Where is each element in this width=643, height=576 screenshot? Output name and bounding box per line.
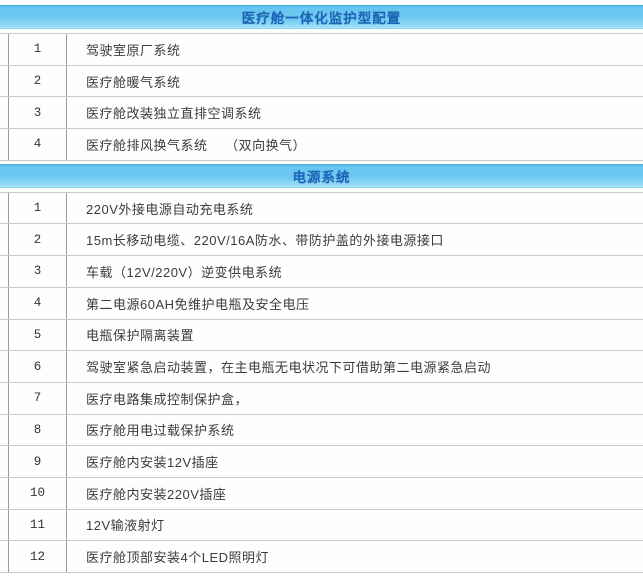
spec-section: 医疗舱一体化监护型配置 1 驾驶室原厂系统 2 医疗舱暖气系统 3 医疗舱改装独… bbox=[0, 5, 643, 161]
row-description: 电瓶保护隔离装置 bbox=[86, 328, 195, 344]
table-row: 4 第二电源60AH免维护电瓶及安全电压 bbox=[0, 287, 643, 320]
row-description: 15m长移动电缆、220V/16A防水、带防护盖的外接电源接口 bbox=[86, 233, 444, 249]
table-row: 6 驾驶室紧急启动装置，在主电瓶无电状况下可借助第二电源紧急启动 bbox=[0, 351, 643, 383]
table-row: 9 医疗舱内安装12V插座 bbox=[0, 446, 643, 478]
row-number: 2 bbox=[8, 65, 67, 97]
row-description: 医疗舱内安装12V插座 bbox=[86, 455, 219, 471]
row-description: 医疗舱排风换气系统 （双向换气） bbox=[86, 137, 307, 153]
row-number: 5 bbox=[8, 319, 67, 351]
row-number: 11 bbox=[8, 509, 67, 541]
row-number: 2 bbox=[8, 224, 67, 256]
row-number: 4 bbox=[8, 287, 67, 319]
row-description: 医疗电路集成控制保护盒， bbox=[86, 391, 249, 407]
row-number: 12 bbox=[8, 541, 67, 572]
table-row: 11 12V输液射灯 bbox=[0, 509, 643, 542]
table-row: 10 医疗舱内安装220V插座 bbox=[0, 477, 643, 510]
table-row: 5 电瓶保护隔离装置 bbox=[0, 319, 643, 352]
section-rows: 1 220V外接电源自动充电系统 2 15m长移动电缆、220V/16A防水、带… bbox=[0, 191, 643, 573]
row-description: 220V外接电源自动充电系统 bbox=[86, 201, 254, 217]
row-description: 医疗舱顶部安装4个LED照明灯 bbox=[86, 550, 270, 566]
row-description: 第二电源60AH免维护电瓶及安全电压 bbox=[86, 296, 310, 312]
row-description: 医疗舱暖气系统 bbox=[86, 74, 181, 90]
section-title: 医疗舱一体化监护型配置 bbox=[241, 11, 402, 26]
row-number: 1 bbox=[8, 34, 67, 65]
section-header: 医疗舱一体化监护型配置 bbox=[0, 5, 643, 29]
spec-section: 电源系统 1 220V外接电源自动充电系统 2 15m长移动电缆、220V/16… bbox=[0, 163, 643, 573]
row-number: 7 bbox=[8, 382, 67, 414]
table-row: 1 220V外接电源自动充电系统 bbox=[0, 192, 643, 225]
table-row: 2 15m长移动电缆、220V/16A防水、带防护盖的外接电源接口 bbox=[0, 224, 643, 257]
row-number: 10 bbox=[8, 477, 67, 509]
row-description: 医疗舱用电过载保护系统 bbox=[86, 423, 235, 439]
row-number: 1 bbox=[8, 192, 67, 224]
row-description: 医疗舱内安装220V插座 bbox=[86, 486, 227, 502]
row-description: 医疗舱改装独立直排空调系统 bbox=[86, 106, 262, 122]
table-row: 2 医疗舱暖气系统 bbox=[0, 65, 643, 98]
row-description: 驾驶室原厂系统 bbox=[86, 42, 181, 58]
table-row: 3 车载（12V/220V）逆变供电系统 bbox=[0, 256, 643, 288]
table-row: 4 医疗舱排风换气系统 （双向换气） bbox=[0, 129, 643, 161]
table-row: 8 医疗舱用电过载保护系统 bbox=[0, 414, 643, 447]
row-description: 驾驶室紧急启动装置，在主电瓶无电状况下可借助第二电源紧急启动 bbox=[86, 360, 492, 376]
table-row: 7 医疗电路集成控制保护盒， bbox=[0, 382, 643, 415]
row-number: 4 bbox=[8, 129, 67, 160]
table-row: 3 医疗舱改装独立直排空调系统 bbox=[0, 97, 643, 130]
row-description: 车载（12V/220V）逆变供电系统 bbox=[86, 264, 283, 280]
row-number: 9 bbox=[8, 446, 67, 477]
section-header: 电源系统 bbox=[0, 163, 643, 188]
row-number: 6 bbox=[8, 351, 67, 382]
table-row: 12 医疗舱顶部安装4个LED照明灯 bbox=[0, 541, 643, 573]
row-description: 12V输液射灯 bbox=[86, 518, 165, 534]
table-row: 1 驾驶室原厂系统 bbox=[0, 34, 643, 66]
section-rows: 1 驾驶室原厂系统 2 医疗舱暖气系统 3 医疗舱改装独立直排空调系统 4 医疗… bbox=[0, 33, 643, 161]
row-number: 3 bbox=[8, 256, 67, 287]
row-number: 3 bbox=[8, 97, 67, 129]
row-number: 8 bbox=[8, 414, 67, 446]
section-title: 电源系统 bbox=[292, 169, 351, 185]
